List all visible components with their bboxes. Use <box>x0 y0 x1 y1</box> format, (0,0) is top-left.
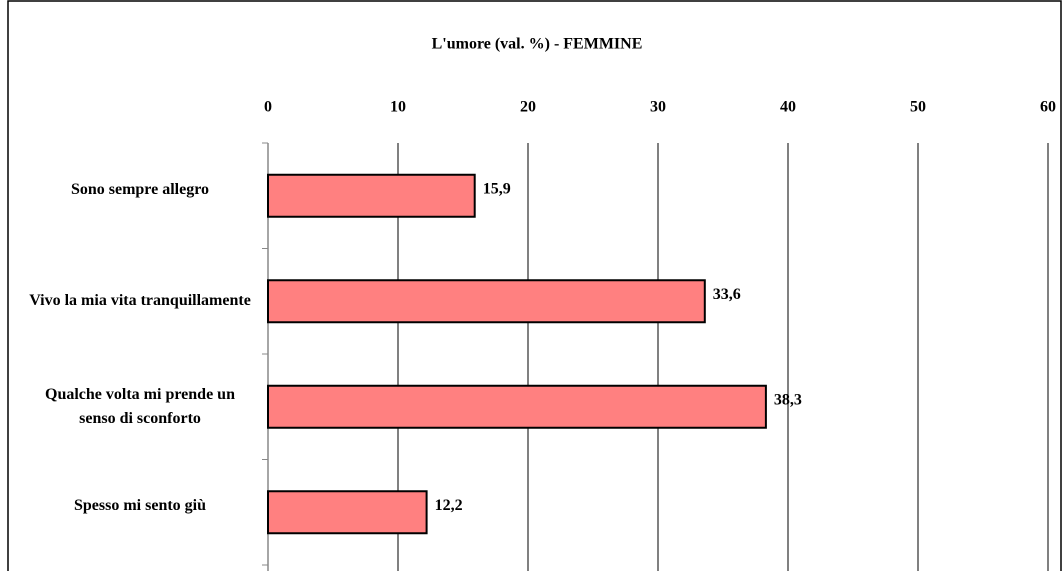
x-tick-label: 0 <box>264 99 272 116</box>
category-text: Sono sempre allegro <box>70 180 210 198</box>
data-label: 38,3 <box>774 391 802 408</box>
y-tick-label: Qualche volta mi prende un senso di scon… <box>5 357 255 457</box>
x-tick-label: 10 <box>390 99 406 116</box>
bar <box>267 279 706 324</box>
chart-border <box>7 0 1062 571</box>
x-tick-label: 20 <box>520 99 536 116</box>
x-tick-label: 60 <box>1040 99 1056 116</box>
data-label: 33,6 <box>713 286 741 303</box>
category-text: Vivo la mia vita tranquillamente <box>29 292 251 310</box>
y-tick-label: Vivo la mia vita tranquillamente <box>5 251 255 351</box>
data-label: 12,2 <box>435 497 463 514</box>
bar <box>267 384 767 429</box>
category-text: Qualche volta mi prende un senso di scon… <box>45 385 235 427</box>
x-tick-label: 50 <box>910 99 926 116</box>
chart-title: L'umore (val. %) - FEMMINE <box>432 36 643 53</box>
y-tick-label: Sono sempre allegro <box>5 140 255 240</box>
x-tick-label: 40 <box>780 99 796 116</box>
category-text: Spesso mi sento giù <box>73 497 207 515</box>
bar <box>267 490 428 535</box>
data-label: 15,9 <box>483 180 511 197</box>
y-tick-label: Spesso mi sento giù <box>5 456 255 556</box>
bar <box>267 173 476 218</box>
x-tick-label: 30 <box>650 99 666 116</box>
